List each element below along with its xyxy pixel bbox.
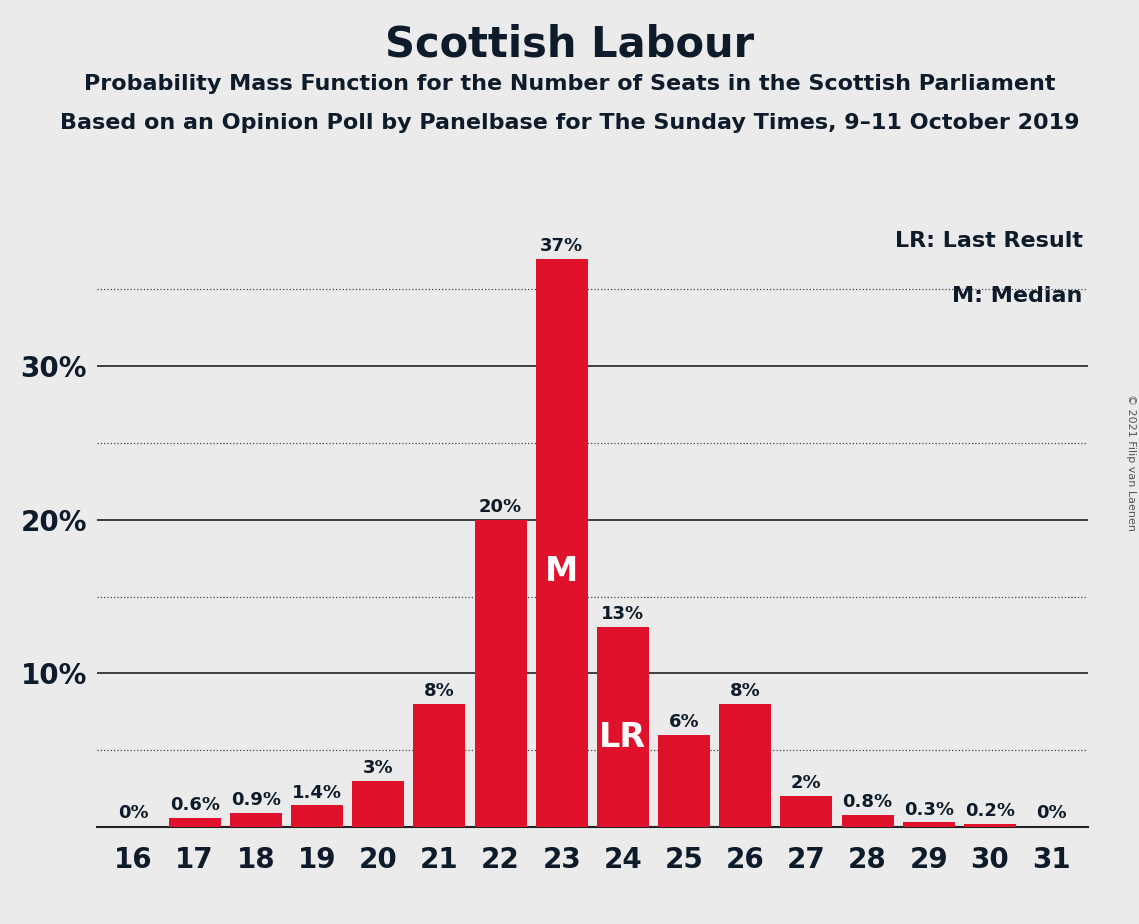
Bar	[475, 519, 526, 827]
Text: 0.3%: 0.3%	[903, 800, 953, 819]
Text: 8%: 8%	[730, 682, 761, 700]
Text: 3%: 3%	[363, 759, 393, 777]
Text: 8%: 8%	[424, 682, 454, 700]
Bar	[903, 822, 954, 827]
Bar	[413, 704, 466, 827]
Text: LR: Last Result: LR: Last Result	[895, 231, 1083, 251]
Text: Scottish Labour: Scottish Labour	[385, 23, 754, 65]
Text: 37%: 37%	[540, 237, 583, 255]
Bar	[842, 815, 893, 827]
Bar	[658, 735, 710, 827]
Text: M: Median: M: Median	[952, 286, 1083, 306]
Text: 20%: 20%	[480, 498, 522, 516]
Text: LR: LR	[599, 721, 647, 754]
Bar	[292, 806, 343, 827]
Bar	[719, 704, 771, 827]
Bar	[597, 627, 649, 827]
Text: 0%: 0%	[118, 804, 149, 821]
Text: Probability Mass Function for the Number of Seats in the Scottish Parliament: Probability Mass Function for the Number…	[84, 74, 1055, 94]
Text: Based on an Opinion Poll by Panelbase for The Sunday Times, 9–11 October 2019: Based on an Opinion Poll by Panelbase fo…	[59, 113, 1080, 133]
Text: 0.8%: 0.8%	[843, 793, 893, 811]
Text: 0.9%: 0.9%	[231, 791, 281, 809]
Text: 1.4%: 1.4%	[292, 784, 342, 802]
Text: 0.6%: 0.6%	[170, 796, 220, 814]
Bar	[964, 824, 1016, 827]
Text: 0.2%: 0.2%	[965, 802, 1015, 821]
Text: 2%: 2%	[792, 774, 821, 793]
Bar	[352, 781, 404, 827]
Bar	[230, 813, 281, 827]
Bar	[169, 818, 221, 827]
Text: 13%: 13%	[601, 605, 645, 624]
Text: 6%: 6%	[669, 713, 699, 731]
Text: 0%: 0%	[1035, 804, 1066, 821]
Text: © 2021 Filip van Laenen: © 2021 Filip van Laenen	[1126, 394, 1136, 530]
Bar	[780, 796, 833, 827]
Bar	[535, 259, 588, 827]
Text: M: M	[546, 554, 579, 588]
